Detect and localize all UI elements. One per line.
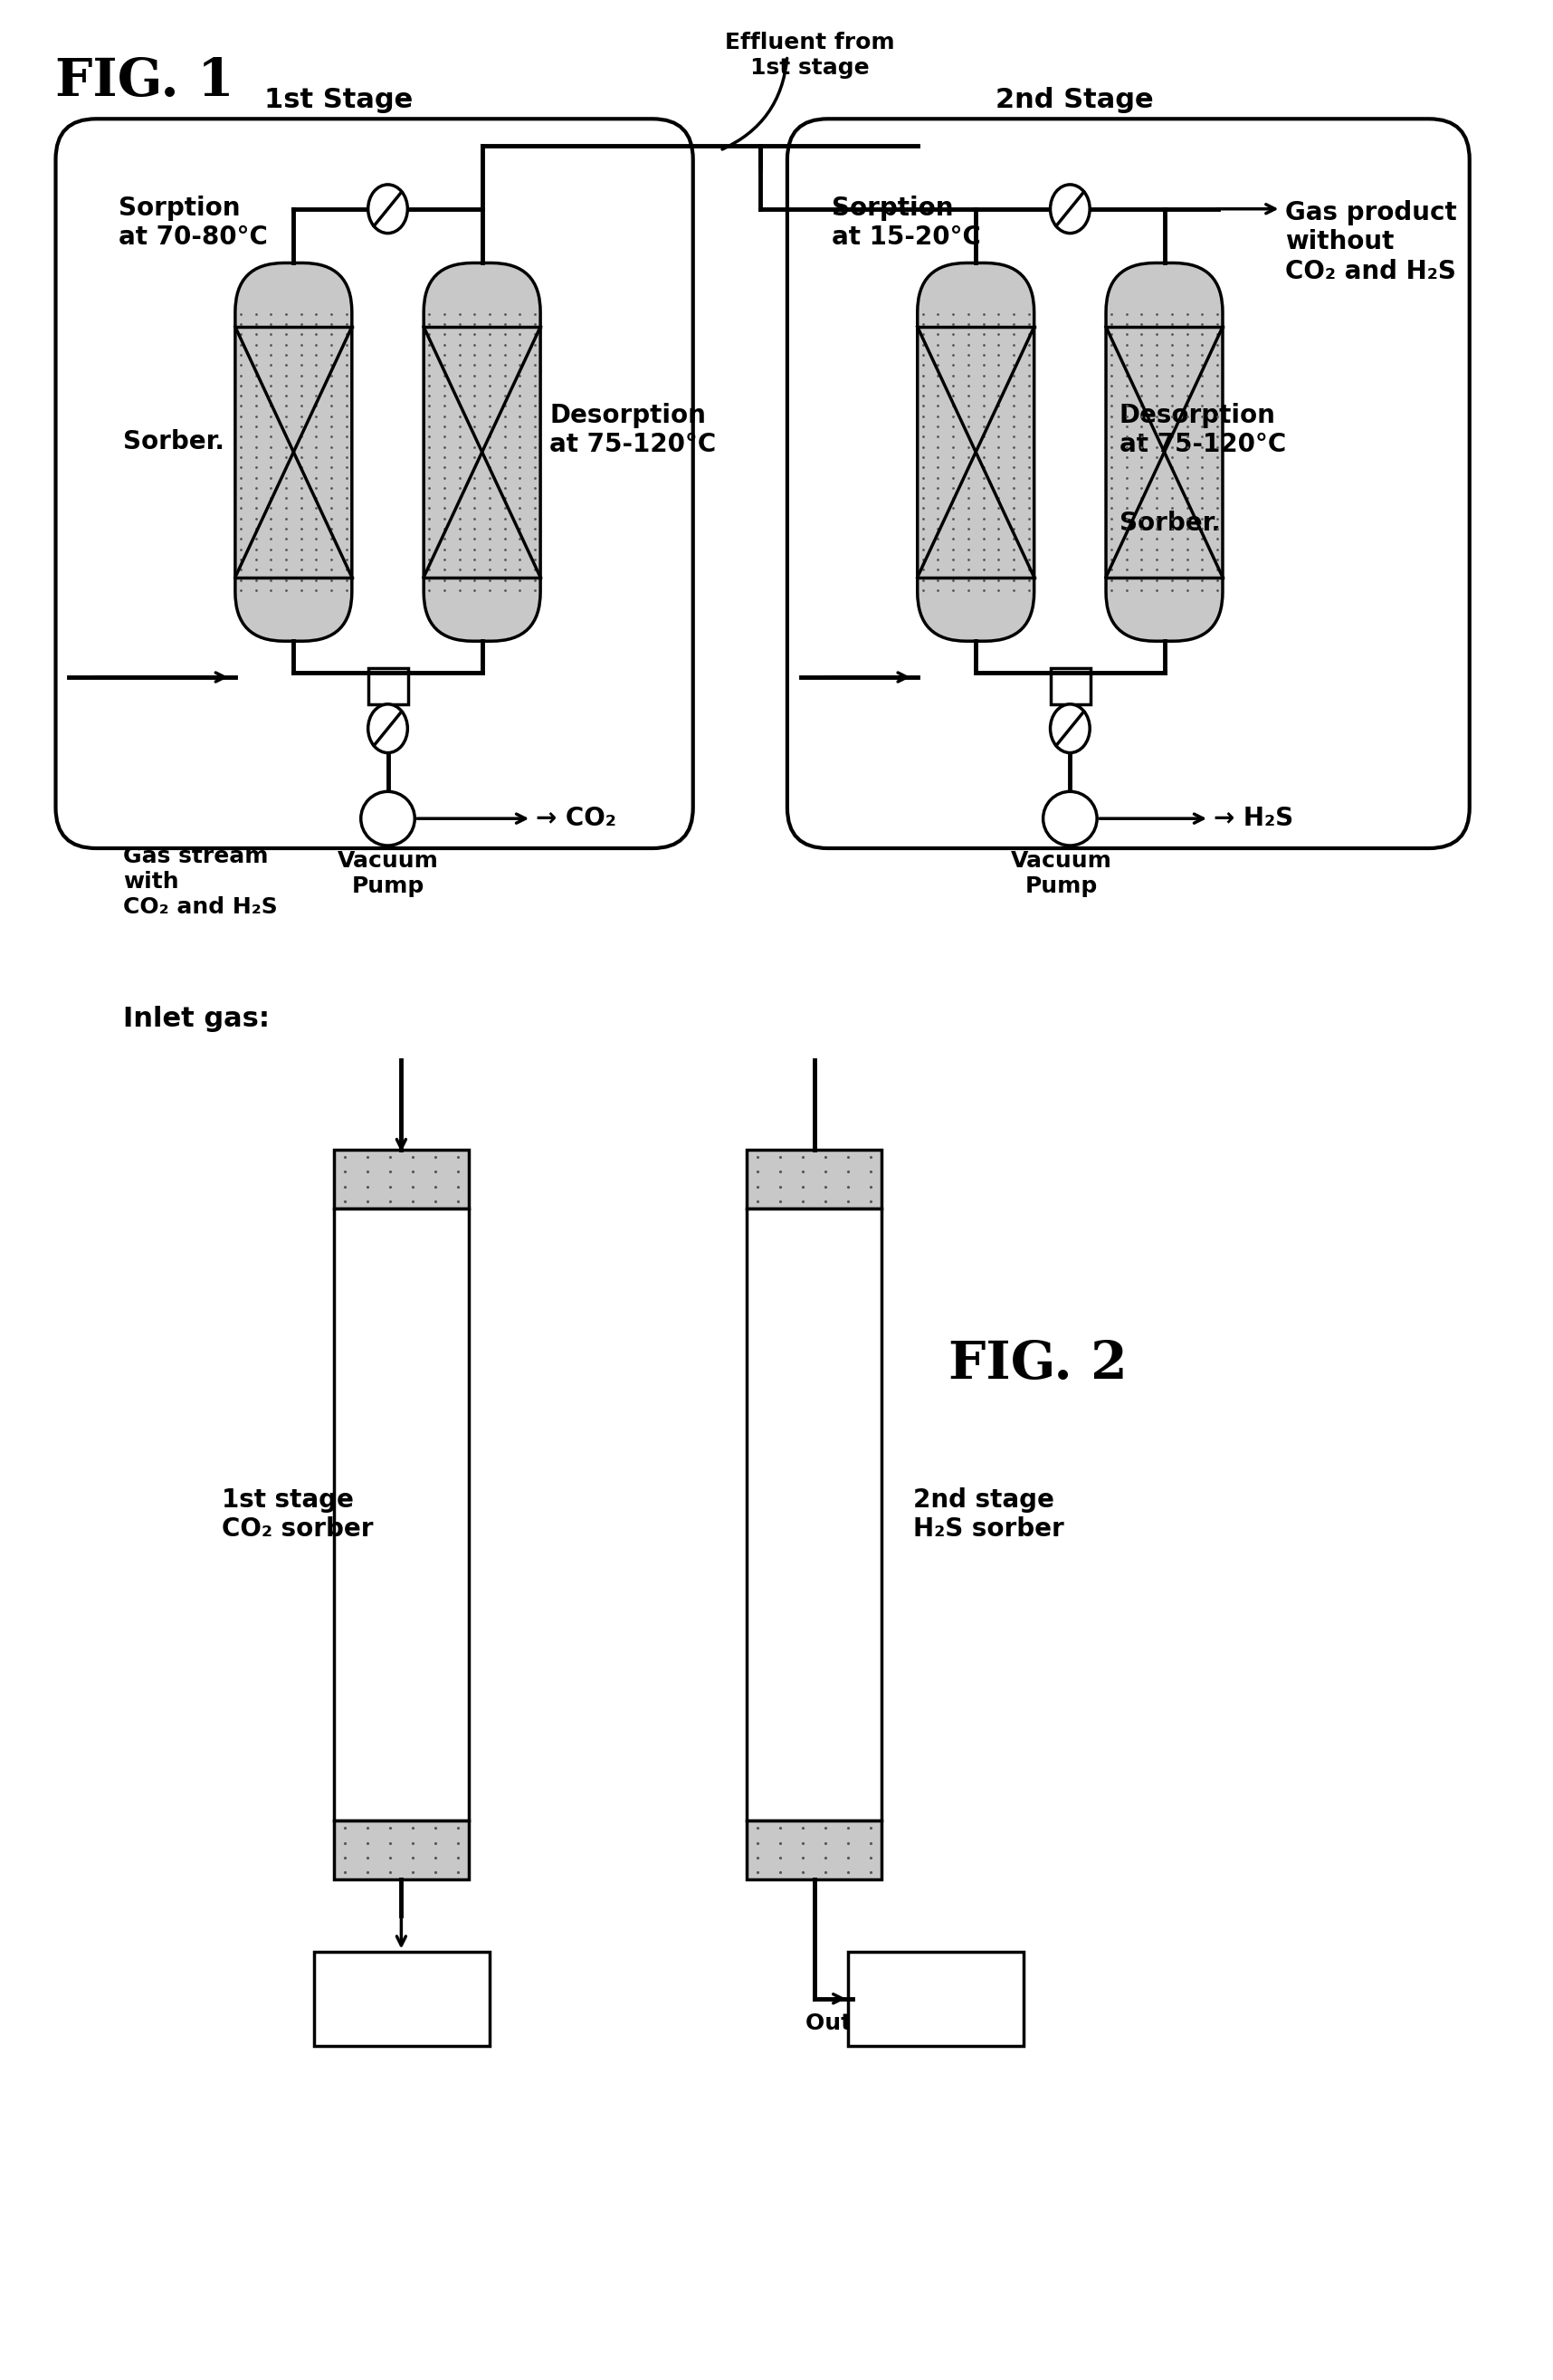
- Bar: [848, 1952, 1023, 2047]
- Text: FIG. 2: FIG. 2: [949, 1340, 1127, 1390]
- Text: Desorption
at 75-120°C: Desorption at 75-120°C: [1120, 402, 1286, 457]
- Ellipse shape: [1050, 704, 1090, 752]
- Text: Sorber.: Sorber.: [123, 428, 224, 455]
- Bar: [334, 1821, 469, 1880]
- Text: CO₂
analyzer: CO₂ analyzer: [346, 1975, 457, 2023]
- Text: Sorber.: Sorber.: [1120, 512, 1221, 536]
- Text: Sorption
at 70-80°C: Sorption at 70-80°C: [118, 195, 267, 250]
- Circle shape: [360, 793, 415, 845]
- Text: → CO₂: → CO₂: [536, 807, 617, 831]
- Text: Sorption
at 15-20°C: Sorption at 15-20°C: [832, 195, 981, 250]
- Bar: [334, 1209, 469, 1821]
- Bar: [747, 1821, 882, 1880]
- Circle shape: [1044, 793, 1096, 845]
- Text: H₂S
analyzer: H₂S analyzer: [881, 1975, 989, 2023]
- Text: → H₂S: → H₂S: [1214, 807, 1294, 831]
- Ellipse shape: [368, 186, 407, 233]
- Bar: [747, 1150, 882, 1209]
- FancyBboxPatch shape: [918, 262, 1034, 640]
- Text: Outlet gas: Outlet gas: [804, 2011, 938, 2035]
- Text: Effluent from
1st stage: Effluent from 1st stage: [725, 31, 895, 79]
- FancyBboxPatch shape: [56, 119, 693, 847]
- FancyBboxPatch shape: [787, 119, 1469, 847]
- Text: Vacuum
Pump: Vacuum Pump: [1011, 850, 1112, 897]
- Text: 1st Stage: 1st Stage: [264, 88, 413, 114]
- Bar: [368, 669, 408, 704]
- Text: Vacuum
Pump: Vacuum Pump: [337, 850, 438, 897]
- Bar: [314, 1952, 489, 2047]
- Text: Gas product
without
CO₂ and H₂S: Gas product without CO₂ and H₂S: [1286, 200, 1457, 283]
- Ellipse shape: [1050, 186, 1090, 233]
- Text: Desorption
at 75-120°C: Desorption at 75-120°C: [550, 402, 716, 457]
- Text: FIG. 1: FIG. 1: [56, 55, 235, 107]
- Text: Inlet gas:: Inlet gas:: [123, 1007, 270, 1033]
- Text: 2nd stage
H₂S sorber: 2nd stage H₂S sorber: [913, 1488, 1064, 1542]
- FancyBboxPatch shape: [235, 262, 353, 640]
- Text: Gas stream
with
CO₂ and H₂S: Gas stream with CO₂ and H₂S: [123, 845, 278, 919]
- Ellipse shape: [368, 704, 407, 752]
- Text: 1st stage
CO₂ sorber: 1st stage CO₂ sorber: [222, 1488, 373, 1542]
- FancyBboxPatch shape: [1106, 262, 1222, 640]
- FancyBboxPatch shape: [424, 262, 540, 640]
- Bar: [747, 1209, 882, 1821]
- Text: 2nd Stage: 2nd Stage: [995, 88, 1154, 114]
- Bar: [1050, 669, 1090, 704]
- Bar: [334, 1150, 469, 1209]
